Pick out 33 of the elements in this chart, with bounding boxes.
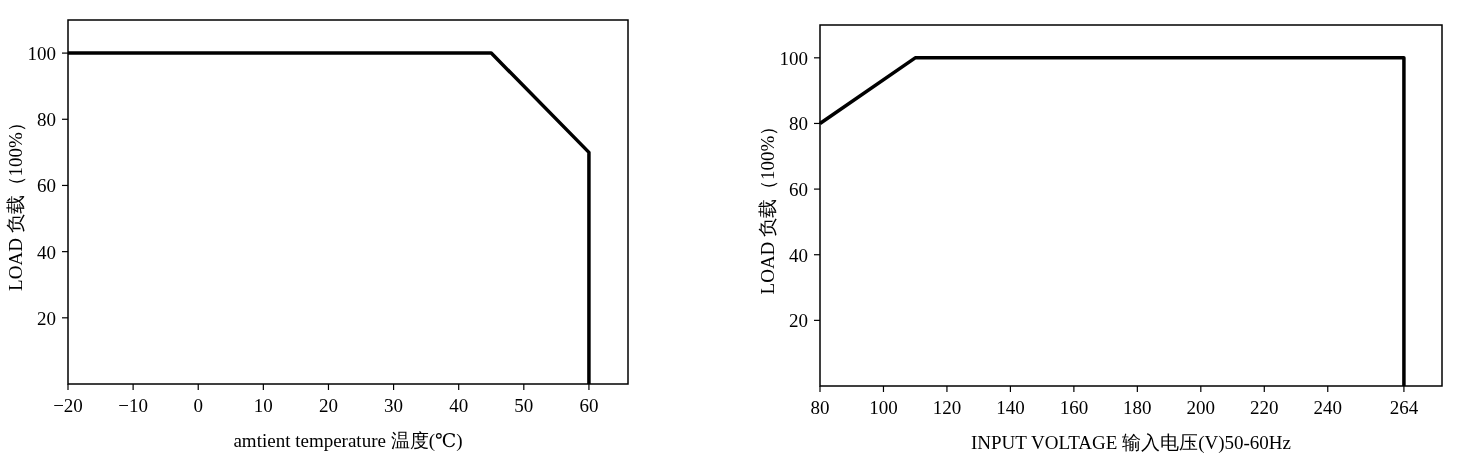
x-tick-label: 120 (932, 397, 962, 418)
x-tick-label: 100 (869, 397, 898, 418)
x-tick-label: 80 (810, 397, 830, 418)
y-tick-label: 40 (789, 244, 808, 266)
x-tick-label: 20 (318, 395, 338, 416)
x-tick-label: 160 (1059, 397, 1089, 418)
x-tick-label: 10 (253, 395, 273, 416)
x-tick-label: 60 (579, 395, 599, 416)
x-axis-title: amtient temperature 温度(℃) (233, 430, 463, 452)
x-tick-label: −20 (53, 395, 83, 416)
x-tick-label: 220 (1250, 397, 1279, 418)
x-tick-label: 40 (449, 395, 469, 416)
y-tick-label: 60 (789, 179, 808, 201)
y-axis-title: LOAD 负载（100%） (757, 116, 778, 295)
y-tick-label: 80 (37, 109, 56, 131)
x-tick-label: 200 (1186, 397, 1216, 418)
x-tick-label: 240 (1313, 397, 1343, 418)
x-tick-label: 180 (1123, 397, 1152, 418)
x-tick-label: 0 (193, 395, 203, 416)
x-tick-label: 50 (514, 395, 534, 416)
x-axis-title: INPUT VOLTAGE 输入电压(V)50-60Hz (970, 432, 1292, 454)
x-tick-label: 140 (996, 397, 1025, 418)
y-tick-label: 20 (789, 310, 808, 332)
y-axis-title: LOAD 负载（100%） (5, 113, 26, 291)
x-tick-label: 30 (384, 395, 404, 416)
y-tick-label: 60 (37, 175, 56, 197)
x-tick-label: −10 (118, 395, 148, 416)
y-tick-label: 100 (779, 47, 808, 69)
y-tick-label: 100 (27, 43, 56, 65)
x-tick-label: 264 (1389, 397, 1419, 418)
y-tick-label: 40 (37, 241, 56, 263)
y-tick-label: 20 (37, 307, 56, 329)
y-tick-label: 80 (789, 113, 808, 135)
